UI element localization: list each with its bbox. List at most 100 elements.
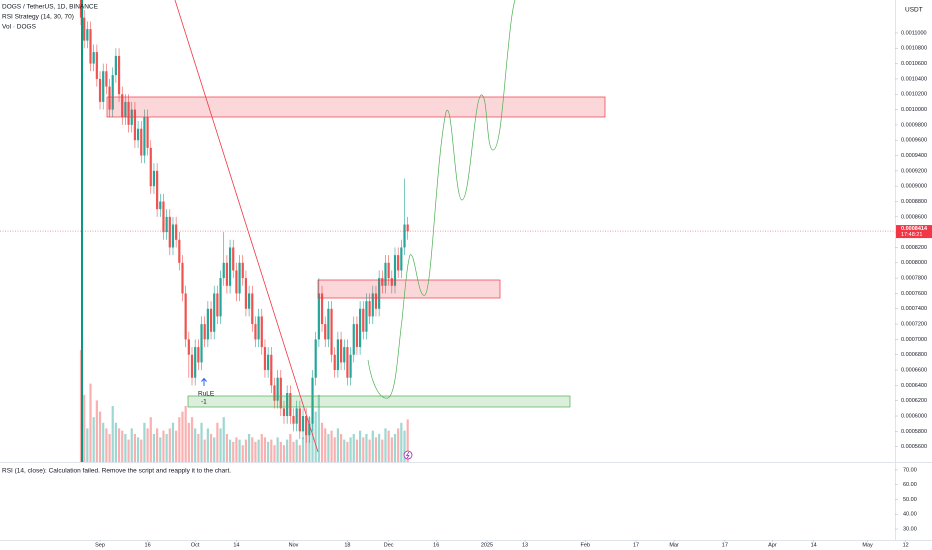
trend-line[interactable] xyxy=(174,0,319,453)
volume-bar xyxy=(244,439,248,462)
candle-body xyxy=(136,128,140,141)
candle-body xyxy=(260,316,263,348)
price-label: 0.0011000 xyxy=(901,30,927,36)
supply-zone[interactable] xyxy=(317,279,501,299)
volume-bar xyxy=(260,434,263,462)
candle-body xyxy=(371,293,374,317)
volume-bar xyxy=(359,430,362,462)
time-label: Oct xyxy=(191,542,200,548)
time-label: 2025 xyxy=(481,542,493,548)
volume-bar xyxy=(320,422,324,462)
volume-bar xyxy=(365,434,368,462)
volume-bar xyxy=(232,441,235,462)
candle-body xyxy=(89,29,92,64)
volume-bar xyxy=(327,434,330,462)
candle-body xyxy=(152,170,156,187)
volume-bar xyxy=(346,441,349,462)
symbol-title[interactable]: DOGS / TetherUS, 1D, BINANCE xyxy=(2,4,99,11)
price-label: 0.0009800 xyxy=(901,122,927,128)
candle-body xyxy=(184,293,187,340)
volume-bar xyxy=(219,428,222,462)
candle-body xyxy=(156,170,159,210)
price-label: 0.0009400 xyxy=(901,153,927,159)
candle-body xyxy=(175,224,178,240)
candle-body xyxy=(102,71,105,102)
volume-bar xyxy=(203,439,206,462)
resistance-zone[interactable] xyxy=(106,96,606,118)
price-label: 0.0006000 xyxy=(901,413,927,419)
candle-body xyxy=(133,109,137,141)
candle-body xyxy=(114,55,117,76)
volume-bar xyxy=(225,434,228,462)
volume-bar xyxy=(371,430,374,462)
volume-bar xyxy=(92,417,95,462)
candle-body xyxy=(162,201,165,233)
volume-bar xyxy=(127,439,130,462)
candle-body xyxy=(336,339,340,371)
candle-body xyxy=(378,278,381,309)
candle-body xyxy=(98,78,102,102)
candle-body xyxy=(406,224,409,232)
candle-body xyxy=(209,308,213,332)
candle-body xyxy=(273,385,276,401)
price-axis-bg xyxy=(895,0,932,550)
volume-bar xyxy=(267,441,270,462)
candle-body xyxy=(235,270,238,294)
volume-bar xyxy=(222,417,225,462)
volume-bar xyxy=(324,428,327,462)
volume-bar xyxy=(362,437,365,462)
candle-body xyxy=(213,293,216,332)
volume-bar xyxy=(263,437,267,462)
candle-body xyxy=(320,293,324,325)
volume-bar xyxy=(336,428,340,462)
volume-bar xyxy=(117,428,121,462)
volume-bar xyxy=(216,422,219,462)
volume-bar xyxy=(292,441,295,462)
volume-bar xyxy=(374,437,378,462)
candle-body xyxy=(393,255,397,286)
volume-legend[interactable]: Vol · DOGS xyxy=(2,24,37,31)
volume-bar xyxy=(400,422,403,462)
rsi-label: 50.00 xyxy=(903,497,917,503)
candle-body xyxy=(346,347,349,378)
candle-body xyxy=(83,17,86,41)
support-zone[interactable] xyxy=(187,395,571,408)
event-icon[interactable] xyxy=(403,450,413,460)
candle-body xyxy=(108,86,111,110)
candle-body xyxy=(251,293,254,325)
indicator-legend[interactable]: RSI Strategy (14, 30, 70) xyxy=(2,14,74,21)
candle-body xyxy=(333,354,336,371)
volume-bar xyxy=(397,428,400,462)
volume-bar xyxy=(349,437,352,462)
candle-body xyxy=(95,52,98,79)
candle-body xyxy=(225,262,228,286)
candle-body xyxy=(403,224,406,248)
volume-bar xyxy=(355,439,359,462)
candle-body xyxy=(327,308,330,340)
candle-body xyxy=(349,354,352,378)
projection-path[interactable] xyxy=(367,0,516,399)
volume-bar xyxy=(102,422,105,462)
currency-label[interactable]: USDT xyxy=(905,7,923,14)
volume-bar xyxy=(286,439,289,462)
candle-body xyxy=(247,293,251,309)
candle-body xyxy=(355,324,359,348)
time-label: Dec xyxy=(384,542,394,548)
candle-body xyxy=(400,247,403,271)
volume-bar xyxy=(228,439,232,462)
volume-bar xyxy=(89,383,92,462)
price-label: 0.0009200 xyxy=(901,168,927,174)
price-label: 0.0006600 xyxy=(901,368,927,374)
time-label: Mar xyxy=(669,542,679,548)
volume-bar xyxy=(152,434,156,462)
volume-bar xyxy=(108,434,111,462)
candle-body xyxy=(197,347,200,363)
rsi-label: 70.00 xyxy=(903,467,917,473)
price-label: 0.0007400 xyxy=(901,306,927,312)
price-label: 0.0008200 xyxy=(901,245,927,251)
candle-body xyxy=(289,393,292,417)
volume-bar xyxy=(124,434,127,462)
candle-body xyxy=(330,308,333,355)
volume-bar xyxy=(339,434,343,462)
volume-bar xyxy=(213,437,216,462)
